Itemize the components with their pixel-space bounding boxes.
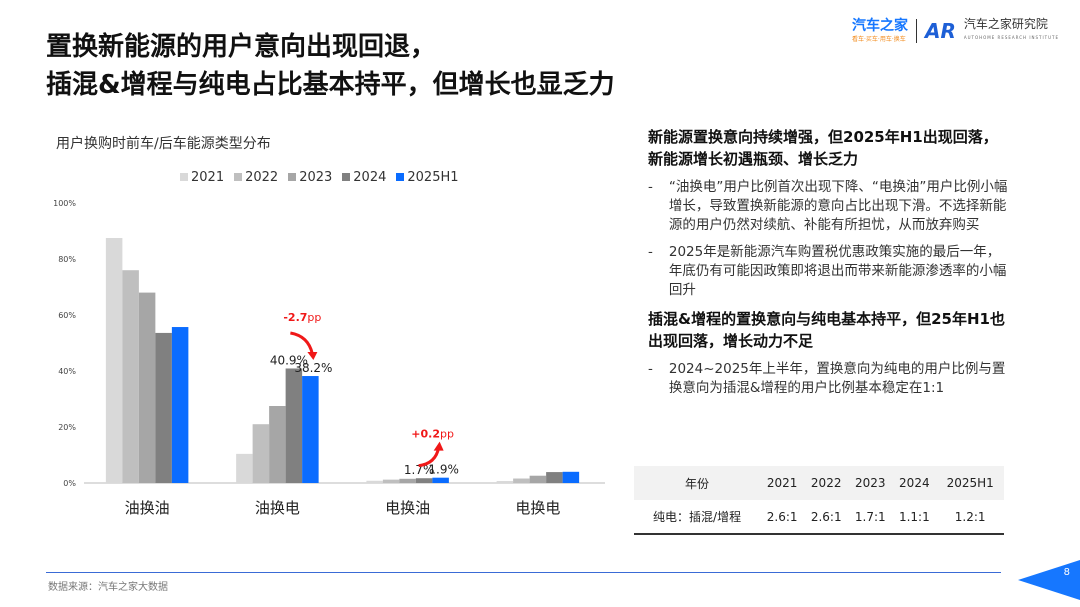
x-tick-label: 电换电 bbox=[515, 499, 560, 517]
legend-item: 2024 bbox=[342, 170, 386, 185]
legend-label: 2024 bbox=[353, 170, 387, 185]
data-label: 38.2% bbox=[294, 361, 332, 375]
change-annotation: +0.2pp bbox=[411, 428, 454, 441]
title-line-2: 插混&增程与纯电占比基本持平，但增长也显乏力 bbox=[46, 70, 615, 100]
bar-2021-油换油 bbox=[105, 238, 123, 483]
legend-label: 2025H1 bbox=[407, 170, 459, 185]
cell: 2.6:1 bbox=[766, 509, 798, 524]
insights-panel: 新能源置换意向持续增强，但2025年H1出现回落，新能源增长初遇瓶颈、增长乏力 … bbox=[648, 126, 1008, 406]
change-annotation: -2.7pp bbox=[283, 311, 321, 324]
chart-title: 用户换购时前车/后车能源类型分布 bbox=[56, 136, 271, 152]
logo: 汽车之家看车·买车·用车·换车 AR 汽车之家研究院 AUTOHOME RESEA… bbox=[852, 18, 1059, 44]
chart-legend: 2021 2022 2023 2024 2025H1 bbox=[180, 170, 459, 185]
cell: 1.1:1 bbox=[898, 509, 930, 524]
bar-2025H1-电换电 bbox=[562, 471, 580, 483]
brand-logo: 汽车之家 bbox=[852, 18, 908, 34]
arrow-head-icon bbox=[307, 352, 318, 361]
arrow-head-icon bbox=[433, 441, 444, 451]
dash: - bbox=[648, 361, 653, 377]
data-label: 1.7% bbox=[404, 463, 435, 477]
bar-2025H1-油换油 bbox=[171, 327, 189, 483]
data-label: 40.9% bbox=[270, 353, 308, 367]
bar-2024-电换电 bbox=[546, 472, 563, 483]
x-tick-label: 油换电 bbox=[255, 499, 300, 517]
bar-2024-电换油 bbox=[415, 478, 433, 483]
bullet-text: 2025年是新能源汽车购置税优惠政策实施的最后一年，年底仍有可能因政策即将退出而… bbox=[668, 244, 1007, 298]
insight-heading-1: 新能源置换意向持续增强，但2025年H1出现回落，新能源增长初遇瓶颈、增长乏力 bbox=[648, 128, 998, 168]
arrow-down-icon bbox=[290, 331, 314, 355]
bar-2022-油换油 bbox=[122, 270, 139, 483]
x-tick-label: 电换油 bbox=[385, 499, 430, 517]
bar-2024-油换油 bbox=[155, 332, 172, 483]
bar-2025H1-油换电 bbox=[302, 376, 319, 483]
legend-swatch bbox=[234, 173, 243, 181]
header-cell: 年份 bbox=[685, 476, 710, 491]
bullet: - “油换电”用户比例首次出现下降、“电换油”用户比例小幅增长，导致置换新能源的意… bbox=[648, 178, 1008, 235]
ratio-table: 年份 2021 2022 2023 2024 2025H1 纯电：插混/增程 2.6:1 2.… bbox=[634, 466, 1004, 535]
bar-2021-油换电 bbox=[236, 453, 253, 483]
y-tick-label: 60% bbox=[58, 311, 76, 320]
data-label: 1.9% bbox=[428, 463, 459, 477]
bar-2025H1-电换油 bbox=[432, 477, 449, 483]
y-tick-label: 100% bbox=[53, 199, 76, 208]
divider bbox=[916, 19, 917, 43]
cell: 1.2:1 bbox=[954, 509, 986, 524]
footer-divider bbox=[46, 572, 1001, 573]
y-tick-label: 40% bbox=[58, 367, 76, 376]
table-header: 年份 2021 2022 2023 2024 2025H1 bbox=[634, 466, 1004, 500]
x-tick-label: 油换油 bbox=[125, 499, 170, 517]
bar-2021-电换电 bbox=[496, 481, 514, 483]
cell: 1.7:1 bbox=[854, 509, 886, 524]
legend-label: 2022 bbox=[245, 170, 279, 185]
bar-2022-电换电 bbox=[513, 478, 530, 483]
legend-label: 2023 bbox=[299, 170, 333, 185]
institute-name: 汽车之家研究院 bbox=[963, 17, 1048, 31]
page-marker bbox=[1018, 560, 1080, 600]
bullet-text: 2024~2025年上半年，置换意向为纯电的用户比例与置换意向为插混&增程的用户… bbox=[668, 361, 1006, 396]
legend-swatch bbox=[396, 173, 405, 181]
bar-2023-油换电 bbox=[269, 406, 286, 483]
bar-2022-电换油 bbox=[382, 479, 400, 483]
institute-en: AUTOHOME RESEARCH INSTITUTE bbox=[963, 35, 1059, 40]
insight-heading-2: 插混&增程的置换意向与纯电基本持平，但25年H1也出现回落，增长动力不足 bbox=[648, 310, 1005, 350]
header-cell: 2022 bbox=[810, 476, 842, 490]
page-number: 8 bbox=[1063, 567, 1070, 578]
bar-2024-油换电 bbox=[285, 368, 303, 483]
legend-item: 2023 bbox=[288, 170, 332, 185]
header-cell: 2025H1 bbox=[946, 476, 994, 490]
bar-2023-电换油 bbox=[399, 478, 416, 483]
bar-2022-油换电 bbox=[252, 424, 270, 483]
data-source: 数据来源：汽车之家大数据 bbox=[48, 582, 168, 593]
cell: 2.6:1 bbox=[810, 509, 842, 524]
legend-item: 2022 bbox=[234, 170, 278, 185]
cell: 纯电：插混/增程 bbox=[653, 510, 742, 524]
dash: - bbox=[648, 244, 653, 260]
legend-item: 2025H1 bbox=[396, 170, 459, 185]
bar-2023-电换电 bbox=[529, 475, 547, 483]
bullet: -2025年是新能源汽车购置税优惠政策实施的最后一年，年底仍有可能因政策即将退出… bbox=[648, 243, 1008, 300]
legend-swatch bbox=[180, 173, 188, 181]
title-line-1: 置换新能源的用户意向出现回退， bbox=[46, 32, 437, 62]
bar-2021-电换油 bbox=[366, 480, 383, 483]
header-cell: 2024 bbox=[899, 476, 930, 490]
y-tick-label: 0% bbox=[63, 479, 76, 488]
legend-swatch bbox=[288, 173, 297, 181]
bar-2023-油换油 bbox=[138, 292, 156, 483]
header-cell: 2021 bbox=[766, 476, 798, 490]
y-tick-label: 20% bbox=[58, 423, 76, 432]
dash: - bbox=[648, 179, 653, 195]
y-tick-label: 80% bbox=[58, 255, 76, 264]
header-cell: 2023 bbox=[854, 476, 886, 490]
page-title: 置换新能源的用户意向出现回退， 插混&增程与纯电占比基本持平，但增长也显乏力 bbox=[46, 28, 615, 104]
bar-chart: 0% 20% 40% 60% 80% 100% 油换油 油换电 电换油 电换电 40.9%38.2%… bbox=[53, 199, 605, 517]
brand-sub: 看车·买车·用车·换车 bbox=[852, 36, 906, 43]
legend-item: 2021 bbox=[180, 170, 224, 185]
legend-swatch bbox=[342, 173, 351, 181]
bullet: -2024~2025年上半年，置换意向为纯电的用户比例与置换意向为插混&增程的用… bbox=[648, 360, 1008, 398]
ar-logo-icon: AR bbox=[925, 19, 956, 43]
bullet-text: “油换电”用户比例首次出现下降、“电换油”用户比例小幅增长，导致置换新能源的意向… bbox=[668, 179, 1008, 233]
table-row: 纯电：插混/增程 2.6:1 2.6:1 1.7:1 1.1:1 1.2:1 bbox=[634, 500, 1004, 534]
legend-label: 2021 bbox=[191, 170, 225, 185]
